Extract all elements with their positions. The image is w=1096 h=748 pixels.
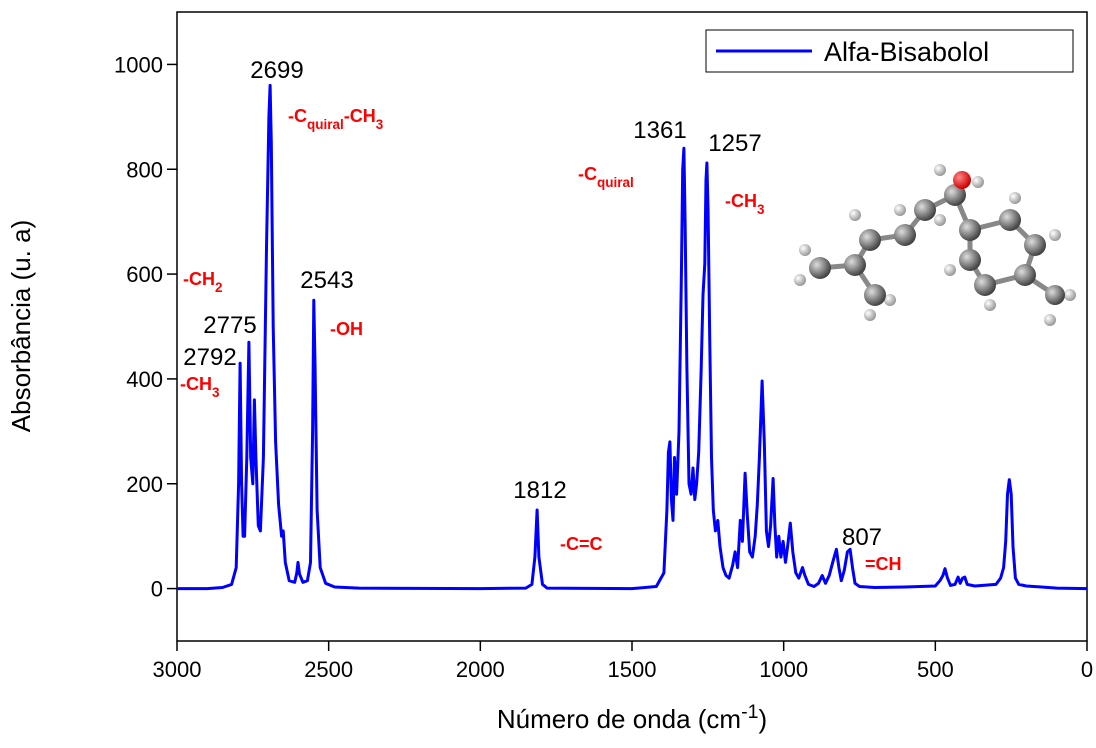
y-tick-label: 800 [126,157,163,182]
peak-label: 2775 [203,312,256,339]
legend-label: Alfa-Bisabolol [824,37,989,67]
y-tick-label: 200 [126,472,163,497]
group-label: -CH3 [180,374,220,400]
group-label-part: -OH [330,319,363,339]
group-label-part: -CH [180,374,212,394]
group-label-part: =CH [865,554,902,574]
x-tick-label: 3000 [153,657,202,682]
group-label-part: -C [288,106,307,126]
y-axis-title: Absorbância (u. a) [6,220,36,432]
group-label-part: -C [578,164,597,184]
y-tick-label: 1000 [114,52,163,77]
group-label-part: 2 [215,280,223,295]
group-label-part: 3 [757,202,765,217]
y-tick-label: 0 [151,577,163,602]
peak-label: 1257 [708,130,761,157]
peak-label: 2699 [250,57,303,84]
x-axis-title-part: Número de onda (cm [497,704,741,734]
peak-label: 807 [842,524,882,551]
group-label: -Cquiral [578,164,634,190]
spectrum-line [177,85,1087,588]
group-label-part: 3 [212,385,220,400]
x-axis-title-part: -1 [741,701,758,723]
x-axis-title: Número de onda (cm-1) [497,701,767,734]
peak-label: 1812 [513,477,566,504]
x-tick-label: 1000 [759,657,808,682]
group-label-part: -CH [183,269,215,289]
group-label-part: -CH [344,106,376,126]
molecule [794,164,1076,326]
x-tick-label: 0 [1081,657,1093,682]
peak-label: 2543 [300,267,353,294]
group-label: -CH2 [183,269,223,295]
x-axis-title-part: ) [758,704,767,734]
y-tick-label: 400 [126,367,163,392]
group-label-part: -CH [725,191,757,211]
peak-label: 2792 [183,344,236,371]
y-tick-label: 600 [126,262,163,287]
group-label-part: 3 [376,117,384,132]
group-label-part: -C=C [560,534,603,554]
group-label: =CH [865,554,902,574]
x-tick-label: 2500 [304,657,353,682]
x-tick-label: 2000 [456,657,505,682]
group-label-part: quiral [597,175,634,190]
x-tick-label: 500 [917,657,954,682]
group-label-part: quiral [307,117,344,132]
group-label: -CH3 [725,191,765,217]
group-label: -OH [330,319,363,339]
group-label: -Cquiral-CH3 [288,106,384,132]
x-tick-label: 1500 [608,657,657,682]
group-label: -C=C [560,534,603,554]
chart: Absorbância (u. a) 0 200 400 600 800 1000 3000… [0,0,1096,743]
peak-label: 1361 [633,117,686,144]
